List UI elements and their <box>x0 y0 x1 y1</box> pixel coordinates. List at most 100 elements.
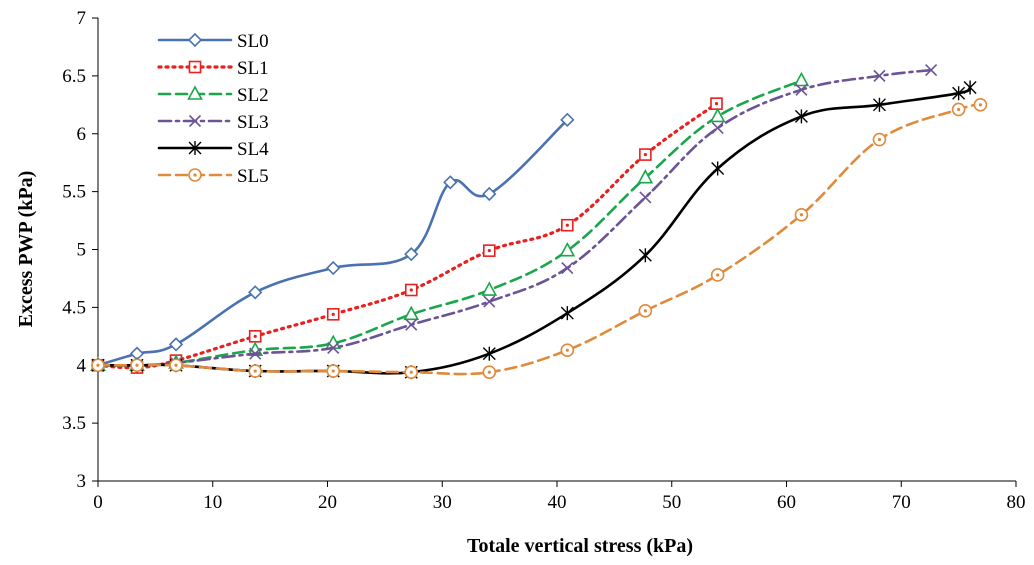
x-axis-title: Totale vertical stress (kPa) <box>467 535 693 557</box>
y-tick-label: 4 <box>77 355 87 376</box>
legend-item-sl3: SL3 <box>157 112 269 133</box>
data-point-sl5 <box>482 365 497 379</box>
legend-item-sl0: SL0 <box>157 31 269 52</box>
y-axis-title: Excess PWP (kPa) <box>15 171 37 328</box>
data-point-sl4 <box>952 86 966 101</box>
y-tick-label: 3 <box>77 471 87 492</box>
data-point-sl4 <box>482 346 496 361</box>
y-tick-label: 4.5 <box>62 297 86 318</box>
data-point-sl3 <box>249 347 262 360</box>
legend-item-sl5: SL5 <box>157 166 269 187</box>
series-sl0 <box>90 112 575 373</box>
series-line-sl2 <box>96 79 803 367</box>
data-point-sl5 <box>710 268 725 282</box>
legend-marker <box>188 141 202 155</box>
data-point-sl4 <box>872 97 886 112</box>
x-tick-label: 10 <box>203 492 222 513</box>
data-point-sl5 <box>91 358 105 373</box>
data-point-sl5 <box>326 364 341 378</box>
data-point-sl2 <box>793 71 810 87</box>
series-sl4 <box>91 80 977 380</box>
data-point-sl5 <box>130 358 144 373</box>
data-point-sl1 <box>404 283 418 297</box>
legend-label: SL5 <box>237 166 269 187</box>
data-point-sl1 <box>326 308 340 321</box>
data-point-sl5 <box>248 364 263 378</box>
x-tick-label: 70 <box>892 492 911 513</box>
legend: SL0 SL1 SL2 SL3 SL4 SL5 <box>157 31 269 187</box>
series-line-sl0 <box>96 118 569 367</box>
data-point-sl5 <box>973 98 988 112</box>
data-point-sl2 <box>559 241 576 257</box>
legend-item-sl2: SL2 <box>157 85 269 106</box>
data-point-sl2 <box>403 305 420 321</box>
axes: 0 10 20 30 40 50 60 70 80 3 3.5 4 4.5 5 5.5 6 6.5 7 <box>62 8 1025 513</box>
data-point-sl2 <box>637 169 654 184</box>
data-point-sl3 <box>711 121 724 135</box>
legend-item-sl4: SL4 <box>157 139 269 160</box>
data-point-sl0 <box>404 246 419 262</box>
y-tick-label: 5.5 <box>62 182 86 203</box>
legend-label: SL1 <box>237 58 269 79</box>
data-point-sl3 <box>925 64 938 77</box>
legend-marker <box>188 60 202 74</box>
legend-marker <box>188 168 202 182</box>
data-point-sl5 <box>872 132 887 147</box>
legend-marker <box>187 85 203 100</box>
data-point-sl5 <box>169 358 183 373</box>
series-sl3 <box>91 64 938 372</box>
legend-label: SL0 <box>237 31 269 52</box>
data-point-sl4 <box>711 161 725 176</box>
data-point-sl3 <box>405 318 418 331</box>
data-point-sl3 <box>639 191 652 204</box>
data-point-sl5 <box>794 207 809 222</box>
legend-label: SL4 <box>237 139 269 160</box>
y-tick-label: 6 <box>77 124 87 145</box>
x-tick-label: 0 <box>93 492 103 513</box>
legend-label: SL3 <box>237 112 269 133</box>
x-tick-label: 30 <box>433 492 452 513</box>
legend-marker <box>188 114 202 128</box>
data-point-sl1 <box>248 330 262 343</box>
data-point-sl0 <box>326 260 341 276</box>
data-point-sl2 <box>481 281 498 296</box>
series-layer <box>90 64 988 380</box>
data-point-sl0 <box>443 175 458 190</box>
data-point-sl0 <box>482 186 497 202</box>
data-point-sl3 <box>561 261 574 275</box>
data-point-sl4 <box>560 306 574 321</box>
data-point-sl1 <box>710 97 723 110</box>
legend-marker <box>187 32 203 48</box>
y-tick-label: 6.5 <box>62 66 86 87</box>
legend-item-sl1: SL1 <box>157 58 269 79</box>
x-tick-label: 50 <box>662 492 681 513</box>
x-tick-label: 20 <box>318 492 337 513</box>
x-tick-label: 40 <box>548 492 567 513</box>
data-point-sl4 <box>963 80 977 95</box>
x-tick-label: 80 <box>1007 492 1026 513</box>
series-line-sl4 <box>96 86 972 375</box>
data-point-sl3 <box>483 295 496 308</box>
data-point-sl1 <box>561 218 574 232</box>
data-point-sl1 <box>482 244 496 257</box>
data-point-sl0 <box>560 112 575 127</box>
y-tick-label: 5 <box>77 240 87 261</box>
x-tick-label: 60 <box>777 492 796 513</box>
series-sl5 <box>91 98 988 379</box>
data-point-sl5 <box>951 102 966 117</box>
data-point-sl5 <box>638 304 653 318</box>
data-point-sl4 <box>794 109 808 124</box>
data-point-sl0 <box>248 285 263 300</box>
data-point-sl1 <box>639 148 652 161</box>
data-point-sl3 <box>873 69 886 82</box>
series-line-sl3 <box>96 68 933 367</box>
data-point-sl3 <box>795 83 808 96</box>
data-point-sl4 <box>638 248 652 263</box>
legend-label: SL2 <box>237 85 269 106</box>
data-point-sl0 <box>168 337 184 352</box>
data-point-sl3 <box>327 341 340 354</box>
series-line-sl5 <box>96 103 982 376</box>
y-tick-label: 7 <box>77 8 87 29</box>
